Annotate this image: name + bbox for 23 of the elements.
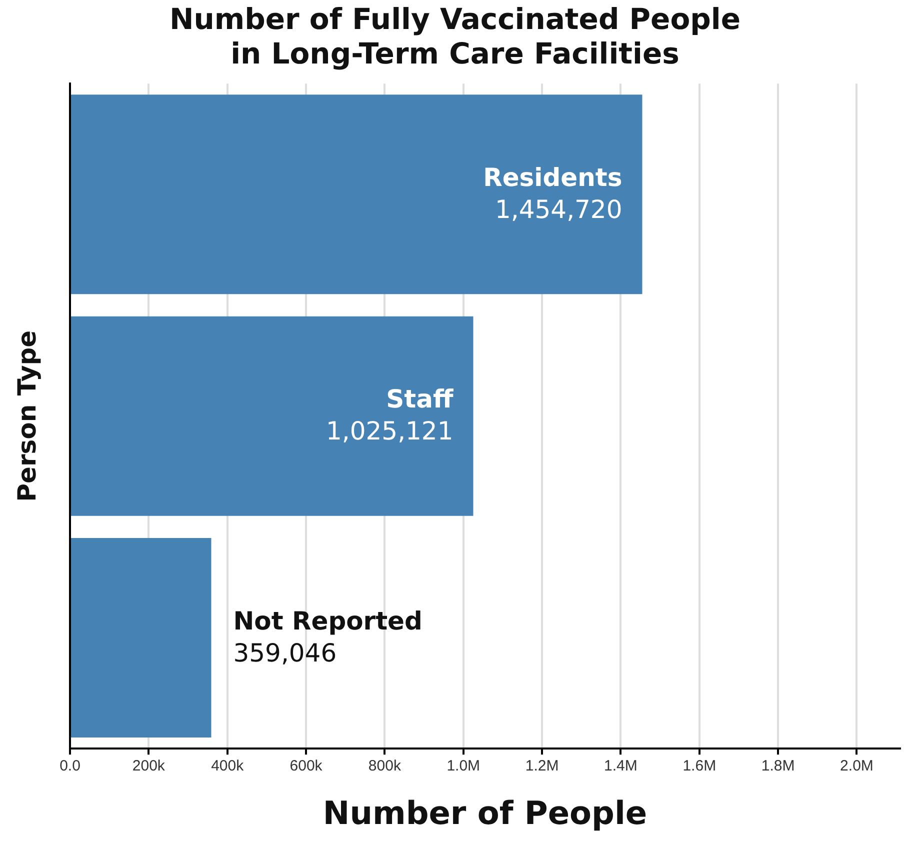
x-tick-label: 200k <box>132 758 166 775</box>
x-tick-label: 600k <box>290 758 323 775</box>
x-tick-label: 400k <box>211 758 244 775</box>
bar <box>71 538 212 738</box>
x-tick-label: 1.2M <box>525 758 559 775</box>
y-tick-label: Residents <box>483 162 622 192</box>
y-axis-title: Person Type <box>12 330 42 502</box>
x-tick-label: 1.8M <box>761 758 795 775</box>
chart-title: Number of Fully Vaccinated People in Long-Term Care Facilities <box>169 2 741 71</box>
x-axis-title: Number of People <box>322 794 648 832</box>
bar <box>71 94 642 294</box>
data-label: 359,046 <box>233 638 337 668</box>
x-tick-label: 800k <box>368 758 402 775</box>
data-label: 1,454,720 <box>495 194 622 224</box>
x-tick-label: 2.0M <box>840 758 874 775</box>
x-tick-label: 0.0 <box>60 758 80 775</box>
x-tick-label: 1.4M <box>604 758 638 775</box>
data-label: 1,025,121 <box>326 416 454 446</box>
x-tick-label: 1.0M <box>446 758 480 775</box>
y-tick-label: Staff <box>386 384 454 414</box>
bar <box>71 316 474 516</box>
y-tick-label: Not Reported <box>233 606 422 636</box>
x-tick-label: 1.6M <box>682 758 716 775</box>
